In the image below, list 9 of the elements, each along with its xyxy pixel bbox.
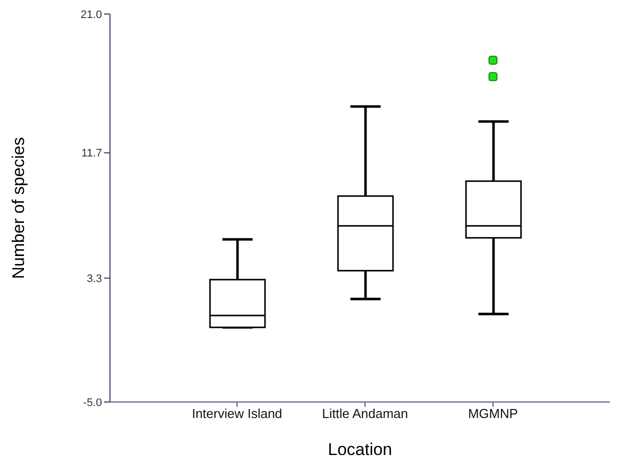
x-tick-label: Little Andaman xyxy=(322,406,408,422)
y-tick-label: 3.3 xyxy=(86,273,102,286)
y-tick-label: 21.0 xyxy=(80,8,102,21)
y-tick-label: -5.0 xyxy=(83,396,102,409)
x-axis-title: Location xyxy=(328,440,392,457)
y-tick-label: 11.7 xyxy=(81,148,102,160)
y-axis-title: Number of species xyxy=(9,137,28,279)
x-tick-label: MGMNP xyxy=(468,406,518,422)
x-tick-label: Interview Island xyxy=(192,406,282,422)
